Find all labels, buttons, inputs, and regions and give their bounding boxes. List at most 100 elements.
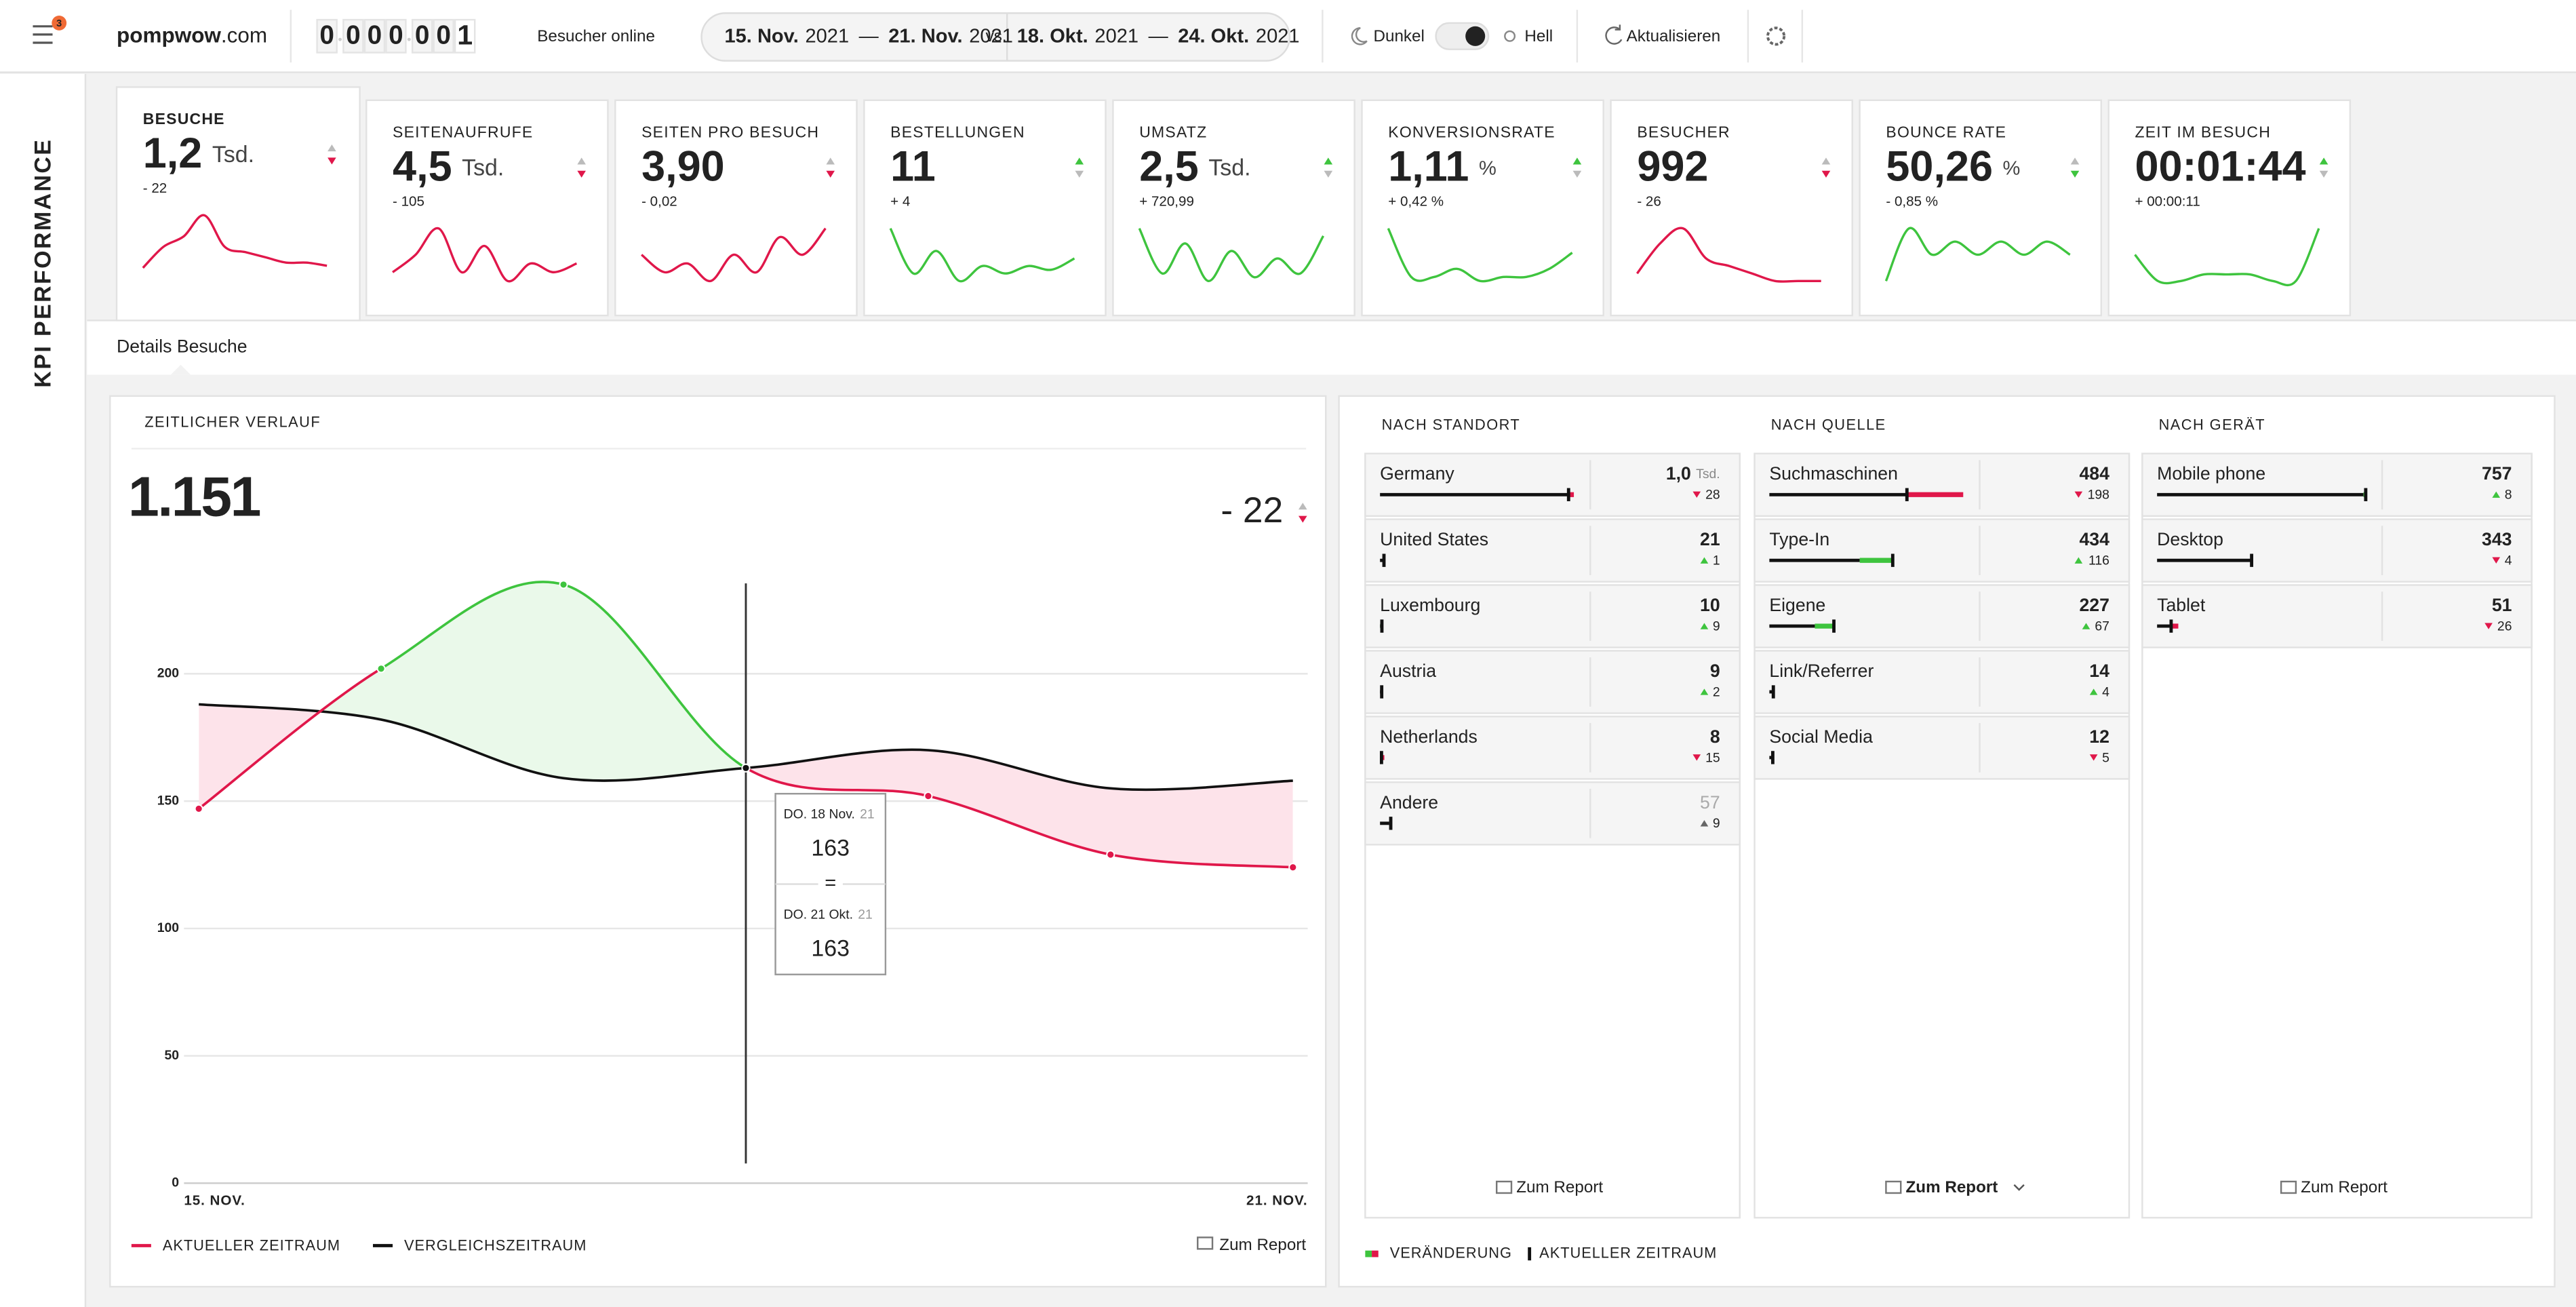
- settings-button[interactable]: [1766, 26, 1786, 46]
- row-value: 8: [1710, 726, 1720, 747]
- kpi-card[interactable]: [863, 99, 1107, 317]
- current-point: [559, 580, 568, 589]
- kpi-value-number: 50,26: [1886, 142, 1993, 190]
- tab-label[interactable]: Details Besuche: [117, 336, 247, 356]
- kpi-card[interactable]: [115, 86, 361, 321]
- kpi-arrow-up: [1821, 157, 1831, 165]
- kpi-card[interactable]: [365, 99, 609, 317]
- row-value-number: 10: [1700, 595, 1720, 615]
- row-label: Germany: [1380, 463, 1454, 484]
- report-link[interactable]: Zum Report: [1516, 1178, 1603, 1196]
- kpi-arrow-up: [1572, 157, 1582, 165]
- row-delta-arrow: [2484, 623, 2493, 629]
- kpi-title: SEITEN PRO BESUCH: [641, 123, 819, 140]
- kpi-value-number: 2,5: [1139, 142, 1199, 190]
- breakdown-row[interactable]: [2141, 584, 2533, 648]
- row-delta-arrow: [2089, 754, 2098, 761]
- breakdown-row[interactable]: [1364, 584, 1741, 648]
- row-value-number: 343: [2482, 529, 2512, 549]
- row-delta-arrow: [2074, 491, 2083, 498]
- column-title: NACH GERÄT: [2159, 416, 2265, 433]
- counter-digit: 0: [368, 21, 382, 50]
- kpi-title: BESUCHER: [1637, 123, 1730, 140]
- report-link[interactable]: Zum Report: [1905, 1178, 1998, 1196]
- row-label: United States: [1380, 529, 1488, 549]
- row-value: 484: [2079, 463, 2109, 484]
- row-delta: 8: [2505, 488, 2512, 503]
- row-delta-arrow: [2089, 688, 2098, 695]
- breakdown-row[interactable]: [1753, 452, 2131, 517]
- date-range-pill: [700, 12, 1291, 62]
- current-point: [1288, 863, 1298, 872]
- kpi-arrow-up: [826, 157, 835, 165]
- current-line-segment: [1110, 853, 1293, 869]
- kpi-card[interactable]: [614, 99, 858, 317]
- row-label: Social Media: [1769, 726, 1873, 747]
- legend-label: AKTUELLER ZEITRAUM: [1539, 1244, 1717, 1261]
- row-label: Andere: [1380, 792, 1438, 813]
- row-delta-arrow: [2082, 623, 2090, 629]
- row-delta-arrow: [1700, 820, 1709, 827]
- row-value: 9: [1710, 661, 1720, 681]
- sidebar: [0, 74, 85, 1307]
- kpi-value: 11: [890, 142, 936, 190]
- row-delta-arrow: [1692, 754, 1701, 761]
- row-delta: 4: [2102, 684, 2109, 699]
- chart-title: ZEITLICHER VERLAUF: [144, 414, 321, 431]
- y-tick-label: 150: [157, 793, 179, 808]
- kpi-card[interactable]: [1859, 99, 2103, 317]
- kpi-value-number: 1,2: [143, 130, 203, 177]
- kpi-arrow-down: [577, 170, 586, 178]
- kpi-value-number: 00:01:44: [2135, 142, 2305, 190]
- kpi-card[interactable]: [1610, 99, 1853, 317]
- row-delta: 116: [2088, 553, 2109, 568]
- breakdown-row[interactable]: [1753, 584, 2131, 648]
- date-vs: vs.: [986, 27, 1007, 45]
- breakdown-row[interactable]: [1364, 650, 1741, 714]
- counter-digit-box: [385, 18, 407, 54]
- breakdown-row[interactable]: [1753, 518, 2131, 583]
- kpi-card[interactable]: [1361, 99, 1604, 317]
- kpi-delta: + 4: [890, 193, 910, 209]
- row-delta-arrow: [1700, 557, 1709, 564]
- report-link[interactable]: Zum Report: [2301, 1178, 2387, 1196]
- breakdown-row[interactable]: [2141, 452, 2533, 517]
- kpi-value-number: 1,11: [1388, 142, 1469, 190]
- site-name: pompwow.com: [117, 23, 267, 47]
- kpi-value-number: 3,90: [641, 142, 725, 190]
- breakdown-row[interactable]: [1364, 518, 1741, 583]
- counter-digit-box: [411, 18, 433, 54]
- kpi-card[interactable]: [2107, 99, 2352, 317]
- refresh-icon: [1605, 24, 1623, 45]
- row-value-number: 12: [2089, 726, 2109, 747]
- kpi-sparkline: [889, 228, 1075, 283]
- kpi-title: BESTELLUNGEN: [890, 123, 1025, 140]
- tooltip-compare-date: DO. 21 Okt. 21: [784, 908, 873, 922]
- tab-band: [87, 320, 2576, 375]
- breakdown-row[interactable]: [1364, 781, 1741, 846]
- breakdown-row[interactable]: [1364, 716, 1741, 780]
- kpi-value: 50,26%: [1886, 142, 2020, 190]
- chart-total: 1.151: [128, 466, 260, 528]
- counter-digit: 0: [436, 21, 451, 50]
- kpi-card[interactable]: [1112, 99, 1355, 317]
- breakdown-row[interactable]: [2141, 518, 2533, 583]
- date-end: 21. Nov.: [888, 25, 962, 47]
- row-delta: 26: [2497, 619, 2512, 633]
- breakdown-row[interactable]: [1364, 452, 1741, 517]
- row-value: 12: [2089, 726, 2109, 747]
- report-link[interactable]: Zum Report: [1219, 1236, 1306, 1254]
- tooltip-current-date: DO. 18 Nov. 21: [784, 807, 875, 822]
- menu-button[interactable]: [33, 25, 53, 44]
- kpi-sparkline: [641, 227, 827, 282]
- breakdown-row[interactable]: [1753, 650, 2131, 714]
- breakdown-row[interactable]: [1753, 716, 2131, 780]
- row-delta-arrow: [2492, 491, 2501, 498]
- kpi-sparkline: [1884, 227, 2071, 281]
- refresh-button[interactable]: Aktualisieren: [1627, 27, 1721, 45]
- theme-toggle[interactable]: [1435, 22, 1490, 50]
- row-value-number: 9: [1710, 661, 1720, 681]
